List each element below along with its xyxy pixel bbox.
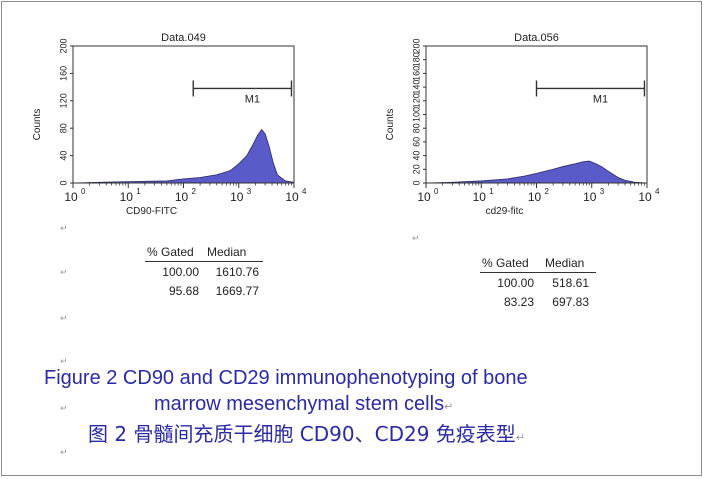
x-tick-label: 10 [285, 190, 299, 204]
stats-table-cd90: % Gated Median 100.00 1610.76 95.68 1669… [145, 245, 265, 300]
plot-frame [425, 45, 648, 184]
x-tick-exponent: 0 [434, 187, 439, 196]
paragraph-mark-icon: ↵ [60, 224, 68, 234]
y-tick-label: 0 [411, 180, 421, 185]
y-tick-label: 160 [58, 66, 68, 81]
stats-cell: 83.23 [503, 295, 534, 309]
x-tick-label: 10 [473, 190, 487, 204]
y-tick-label: 60 [411, 137, 421, 147]
caption-chinese-text: 图 2 骨髓间充质干细胞 CD90、CD29 免疫表型 [88, 422, 516, 446]
x-axis-label: cd29-fitc [486, 206, 524, 217]
stats-cell: 1669.77 [215, 284, 259, 298]
x-tick-label: 10 [638, 190, 652, 204]
y-tick-label: 40 [58, 151, 68, 161]
histogram-series [425, 160, 648, 184]
stats-header-gated: % Gated [482, 256, 529, 270]
stats-header-gated: % Gated [147, 245, 194, 259]
y-tick-label: 120 [411, 93, 421, 108]
y-tick-label: 80 [411, 123, 421, 133]
y-tick-label: 100 [411, 107, 421, 122]
caption-english-line1: Figure 2 CD90 and CD29 immunophenotyping… [44, 367, 528, 389]
y-tick-label: 20 [411, 164, 421, 174]
caption-english-line2: marrow mesenchymal stem cells↵ [154, 393, 453, 416]
x-axis-label: CD90-FITC [126, 206, 177, 217]
paragraph-mark-icon: ↵ [60, 357, 68, 367]
x-tick-exponent: 3 [600, 187, 605, 196]
x-tick-exponent: 3 [247, 187, 252, 196]
paragraph-mark-icon: ↵ [515, 431, 526, 444]
paragraph-mark-icon: ↵ [412, 234, 420, 244]
x-tick-exponent: 2 [545, 187, 550, 196]
x-tick-exponent: 4 [302, 187, 307, 196]
stats-rule [145, 261, 263, 262]
y-tick-label: 40 [411, 151, 421, 161]
paragraph-mark-icon: ↵ [444, 401, 454, 413]
x-tick-exponent: 1 [136, 187, 141, 196]
stats-rule [480, 272, 596, 273]
chart-title: Data.056 [514, 32, 559, 44]
histogram-cd29: Data.056 0 20 40 60 80 100 120 140 160 180 200 Count… [383, 28, 683, 228]
paragraph-mark-icon: ↵ [60, 404, 68, 414]
stats-cell: 518.61 [552, 276, 589, 290]
caption-english-line2-text: marrow mesenchymal stem cells [154, 393, 445, 415]
x-tick-label: 10 [64, 190, 78, 204]
stats-cell: 95.68 [168, 284, 199, 298]
y-tick-label: 180 [411, 52, 421, 67]
y-tick-label: 140 [411, 80, 421, 95]
x-tick-label: 10 [583, 190, 597, 204]
chart-title: Data.049 [161, 32, 206, 44]
gate-marker-label: M1 [245, 93, 260, 105]
x-tick-label: 10 [120, 190, 134, 204]
x-tick-exponent: 4 [655, 187, 660, 196]
stats-header-median: Median [545, 256, 585, 270]
histogram-cd90: Data.049 0 40 80 120 160 200 Counts 10 0 10 1 10 2 10 3… [30, 28, 330, 228]
stats-header-median: Median [207, 245, 247, 259]
x-tick-label: 10 [417, 190, 431, 204]
gate-marker-label: M1 [593, 93, 608, 105]
x-tick-label: 10 [175, 190, 189, 204]
x-tick-exponent: 2 [192, 187, 197, 196]
stats-cell: 100.00 [162, 265, 199, 279]
histogram-cd29-svg: Data.056020406080100120140160180200Count… [385, 32, 660, 217]
y-tick-label: 200 [411, 38, 421, 53]
paragraph-mark-icon: ↵ [60, 448, 68, 458]
x-tick-label: 10 [230, 190, 244, 204]
stats-cell: 100.00 [497, 276, 534, 290]
y-tick-label: 120 [58, 93, 68, 108]
y-tick-label: 0 [58, 180, 68, 185]
paragraph-mark-icon: ↵ [60, 268, 68, 278]
x-tick-label: 10 [528, 190, 542, 204]
y-axis-label: Counts [385, 109, 396, 141]
y-tick-label: 80 [58, 123, 68, 133]
y-tick-label: 200 [58, 38, 68, 53]
stats-cell: 697.83 [552, 295, 589, 309]
y-axis-label: Counts [32, 109, 43, 141]
stats-table-cd29: % Gated Median 100.00 518.61 83.23 697.8… [480, 256, 600, 311]
x-tick-exponent: 0 [81, 187, 86, 196]
y-tick-label: 160 [411, 66, 421, 81]
caption-chinese: 图 2 骨髓间充质干细胞 CD90、CD29 免疫表型↵ [88, 418, 525, 447]
histogram-series [72, 128, 295, 184]
x-tick-exponent: 1 [489, 187, 494, 196]
paragraph-mark-icon: ↵ [60, 314, 68, 324]
stats-cell: 1610.76 [215, 265, 259, 279]
